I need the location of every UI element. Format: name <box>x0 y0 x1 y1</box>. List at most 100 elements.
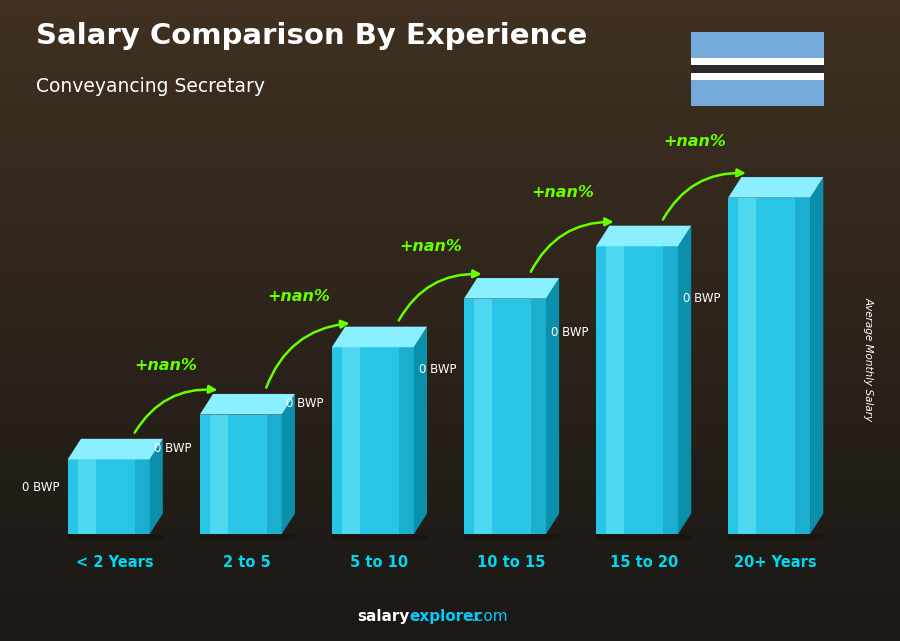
Bar <box>0 237 900 244</box>
Bar <box>0 391 900 397</box>
Circle shape <box>534 145 779 320</box>
Text: +nan%: +nan% <box>663 134 726 149</box>
Circle shape <box>436 0 621 88</box>
Bar <box>0 526 900 532</box>
Polygon shape <box>810 177 824 534</box>
Bar <box>691 32 824 58</box>
Bar <box>0 199 900 205</box>
Bar <box>0 32 900 38</box>
Polygon shape <box>546 278 559 534</box>
Polygon shape <box>596 226 691 246</box>
Bar <box>0 141 900 147</box>
Bar <box>0 179 900 186</box>
Bar <box>606 246 624 534</box>
Bar <box>728 197 810 534</box>
Bar <box>332 347 414 534</box>
Bar <box>0 609 900 615</box>
Bar <box>68 460 149 534</box>
Bar <box>0 481 900 487</box>
Bar <box>0 603 900 609</box>
Bar <box>0 320 900 327</box>
Bar <box>0 71 900 77</box>
Bar <box>0 429 900 436</box>
Bar <box>0 301 900 308</box>
Bar <box>0 58 900 64</box>
Polygon shape <box>728 177 824 197</box>
Polygon shape <box>678 226 691 534</box>
Bar <box>0 192 900 199</box>
Bar <box>0 551 900 558</box>
Bar <box>0 564 900 570</box>
Circle shape <box>276 541 535 641</box>
Bar <box>0 577 900 583</box>
Bar <box>267 415 282 534</box>
Text: +nan%: +nan% <box>531 185 594 199</box>
Text: Salary Comparison By Experience: Salary Comparison By Experience <box>36 22 587 51</box>
Bar <box>464 299 546 534</box>
Text: +nan%: +nan% <box>135 358 198 373</box>
Bar <box>0 628 900 635</box>
Bar <box>0 359 900 365</box>
Bar <box>596 534 691 539</box>
Text: < 2 Years: < 2 Years <box>76 554 154 570</box>
Bar <box>0 372 900 378</box>
Bar <box>200 534 295 539</box>
Bar <box>0 385 900 391</box>
Polygon shape <box>200 394 295 415</box>
Text: salary: salary <box>357 610 410 624</box>
Bar <box>0 468 900 474</box>
Bar <box>596 246 678 534</box>
Bar <box>0 333 900 340</box>
Bar <box>0 397 900 404</box>
Bar <box>0 327 900 333</box>
Bar <box>728 534 824 539</box>
Bar <box>0 45 900 51</box>
Bar <box>0 570 900 577</box>
Bar <box>0 558 900 564</box>
Bar <box>0 596 900 603</box>
Bar <box>0 263 900 269</box>
Bar <box>0 455 900 462</box>
Bar <box>0 13 900 19</box>
Bar <box>691 58 824 65</box>
Bar <box>0 231 900 237</box>
Text: +nan%: +nan% <box>399 238 462 254</box>
Bar <box>663 246 678 534</box>
Bar <box>0 378 900 385</box>
Bar <box>0 288 900 295</box>
Bar <box>0 19 900 26</box>
Text: 20+ Years: 20+ Years <box>734 554 817 570</box>
Bar <box>0 205 900 212</box>
Bar <box>77 460 95 534</box>
Circle shape <box>216 597 312 641</box>
Circle shape <box>440 362 504 408</box>
Polygon shape <box>149 439 163 534</box>
Bar <box>0 276 900 282</box>
Text: 0 BWP: 0 BWP <box>286 397 324 410</box>
Circle shape <box>194 246 366 369</box>
Bar <box>0 122 900 128</box>
Polygon shape <box>464 278 559 299</box>
Bar <box>0 545 900 551</box>
Bar <box>0 269 900 276</box>
Circle shape <box>174 506 375 641</box>
Bar <box>0 154 900 160</box>
Bar <box>531 299 546 534</box>
Bar <box>0 250 900 256</box>
Bar <box>0 474 900 481</box>
Polygon shape <box>282 394 295 534</box>
Bar <box>0 532 900 538</box>
Bar <box>0 38 900 45</box>
Bar <box>0 314 900 320</box>
Bar <box>68 534 163 539</box>
Circle shape <box>589 498 856 641</box>
Text: .com: .com <box>471 610 508 624</box>
Bar <box>0 167 900 173</box>
Bar <box>0 109 900 115</box>
Bar <box>200 415 282 534</box>
Bar <box>0 96 900 103</box>
Bar <box>0 64 900 71</box>
Bar <box>0 90 900 96</box>
Polygon shape <box>332 327 427 347</box>
Bar <box>0 442 900 449</box>
